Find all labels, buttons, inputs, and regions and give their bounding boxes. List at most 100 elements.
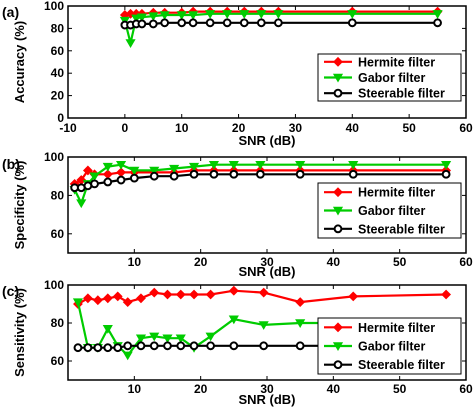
data-point: [102, 325, 113, 334]
x-axis-label: SNR (dB): [238, 392, 295, 407]
y-tick-label: 80: [51, 188, 65, 202]
data-point: [175, 334, 186, 344]
data-point: [295, 341, 305, 351]
data-point: [162, 334, 173, 344]
data-point: [347, 10, 358, 19]
data-point: [205, 332, 216, 342]
series-hermite-filter: [73, 285, 452, 309]
data-point: [115, 160, 127, 170]
x-tick-label: 20: [194, 382, 208, 396]
legend-label: Steerable filter: [358, 222, 445, 236]
y-tick-label: 20: [51, 89, 65, 103]
legend-marker: [333, 224, 343, 234]
chart-panel-3: (c) 10 20 30 40 50 60 60 80 100 SNR (dB) Sensitivit…: [2, 278, 473, 407]
data-point: [102, 293, 113, 304]
data-point: [273, 10, 284, 19]
y-tick-label: 80: [51, 21, 65, 35]
data-point: [159, 11, 170, 20]
data-point: [348, 291, 359, 302]
data-point: [136, 13, 147, 23]
data-point: [135, 334, 147, 344]
data-point: [229, 341, 239, 351]
data-point: [189, 169, 199, 179]
legend-marker: [333, 360, 343, 370]
data-point: [295, 169, 305, 179]
data-point: [239, 10, 250, 19]
data-point: [131, 14, 142, 24]
y-axis-label: Accuracy (%): [12, 21, 27, 103]
data-point: [222, 10, 233, 19]
panel-label: (c): [2, 283, 19, 299]
legend: Hermite filter Gabor filter Steerable filt…: [317, 182, 462, 239]
y-tick-label: 100: [44, 150, 64, 164]
data-point: [102, 162, 113, 172]
data-point: [188, 162, 200, 172]
data-point: [129, 166, 140, 176]
data-point: [177, 18, 187, 28]
data-point: [122, 297, 133, 308]
data-point: [113, 343, 123, 353]
data-point: [169, 164, 180, 174]
panel-label: (b): [2, 156, 20, 172]
y-tick-label: 100: [44, 0, 64, 13]
legend-marker: [333, 187, 343, 198]
data-point: [163, 341, 172, 351]
y-tick-label: 60: [51, 227, 65, 241]
data-point: [136, 293, 146, 304]
chart-panel-2: (b) 10 20 30 40 50 60 60 80 100 SNR (dB) Specificit…: [2, 150, 473, 279]
data-point: [176, 341, 186, 351]
legend-marker: [332, 73, 344, 83]
data-point: [76, 199, 87, 209]
data-point: [441, 160, 452, 170]
data-point: [129, 173, 139, 183]
data-point: [169, 171, 179, 181]
data-point: [239, 18, 249, 28]
legend: Hermite filter Gabor filter Steerable filt…: [317, 53, 462, 102]
data-point: [73, 343, 83, 353]
y-tick-label: 0: [57, 111, 64, 125]
data-point: [205, 289, 216, 300]
legend-label: Gabor filter: [358, 71, 426, 85]
data-point: [162, 289, 173, 300]
data-point: [103, 177, 113, 187]
data-point: [348, 160, 359, 170]
series-line: [74, 168, 447, 185]
y-axis-label: Sensitivity (%): [12, 288, 27, 377]
x-tick-label: 30: [289, 121, 303, 135]
data-point: [123, 341, 133, 351]
data-point: [93, 343, 103, 353]
x-tick-label: 60: [459, 382, 473, 396]
y-tick-label: 100: [44, 278, 64, 292]
data-point: [149, 166, 160, 176]
data-point: [258, 287, 269, 298]
y-tick-label: 40: [51, 66, 65, 80]
data-point: [160, 18, 170, 28]
data-point: [136, 341, 146, 351]
legend-marker: [332, 342, 344, 351]
data-point: [189, 289, 199, 300]
data-point: [228, 285, 239, 296]
x-tick-label: 30: [260, 382, 274, 396]
data-point: [433, 18, 442, 28]
legend-label: Gabor filter: [358, 340, 426, 354]
series-steerable-filter: [70, 169, 451, 193]
data-point: [273, 18, 283, 28]
x-tick-label: 60: [459, 255, 473, 269]
data-point: [83, 343, 93, 353]
data-point: [228, 315, 239, 325]
data-point: [205, 10, 216, 19]
x-tick-label: 30: [260, 255, 274, 269]
x-tick-label: 0: [122, 121, 129, 135]
legend-label: Gabor filter: [358, 204, 426, 218]
data-point: [176, 11, 187, 20]
data-point: [348, 169, 358, 179]
data-point: [222, 18, 232, 28]
data-point: [82, 165, 93, 176]
data-point: [89, 172, 100, 182]
data-point: [295, 297, 306, 308]
x-tick-label: -10: [59, 121, 77, 135]
data-point: [148, 12, 159, 22]
x-tick-label: 40: [346, 121, 360, 135]
